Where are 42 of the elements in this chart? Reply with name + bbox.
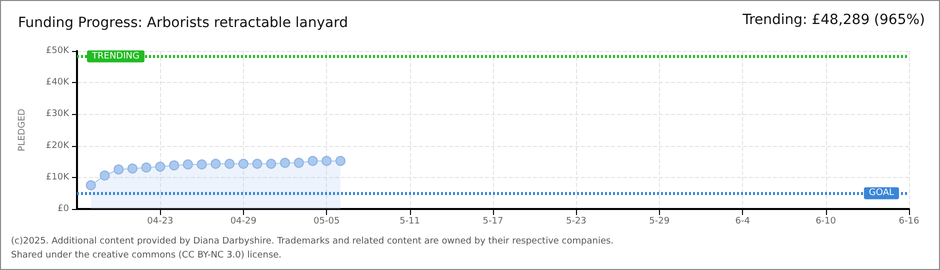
chart-title: Funding Progress: Arborists retractable lanyard xyxy=(18,15,348,31)
y-axis-title: PLEDGED xyxy=(18,108,28,152)
y-tick-label: £30K xyxy=(46,109,70,120)
x-tick-label: 6-4 xyxy=(735,216,750,226)
point xyxy=(114,164,124,174)
x-tick-label: 5-23 xyxy=(566,216,586,226)
ref-line-label: TRENDING xyxy=(91,51,140,62)
y-tick-label: £10K xyxy=(46,172,70,182)
x-tick-label: 6-16 xyxy=(898,216,920,226)
point xyxy=(335,156,346,166)
point xyxy=(210,158,221,169)
point xyxy=(169,160,180,170)
x-tick-label: 6-10 xyxy=(816,216,836,226)
point xyxy=(224,158,235,169)
point xyxy=(252,158,262,169)
point xyxy=(155,162,166,172)
y-tick-label: £50K xyxy=(46,46,70,56)
point xyxy=(182,159,193,170)
text: Shared under the creative commons (CC BY-NC 3.0) license. xyxy=(11,250,282,260)
x-tick-label: 05-05 xyxy=(314,216,340,226)
text: (c)2025. Additional content provided by Diana Darbyshire. Trademarks and related content are owned by their respective companies. xyxy=(11,236,614,246)
y-tick-label: £40K xyxy=(46,78,70,88)
point xyxy=(100,170,110,180)
y-tick-label: £20K xyxy=(46,140,70,151)
point xyxy=(238,158,248,169)
x-tick-label: 5-11 xyxy=(400,216,420,226)
point xyxy=(86,180,96,190)
point xyxy=(196,159,207,170)
ref-line-label: GOAL xyxy=(868,188,894,198)
point xyxy=(141,162,152,173)
point xyxy=(266,158,276,169)
text: Trending: £48,289 (965%) xyxy=(742,12,926,28)
point xyxy=(294,158,304,168)
point xyxy=(280,158,290,168)
y-tick-label: £0 xyxy=(58,204,70,214)
x-tick-label: 04-23 xyxy=(147,216,174,226)
point xyxy=(308,156,318,166)
x-tick-label: 04-29 xyxy=(230,216,257,226)
point xyxy=(127,164,138,174)
x-tick-label: 5-17 xyxy=(482,216,504,226)
point xyxy=(322,156,332,166)
x-tick-label: 5-29 xyxy=(649,216,670,226)
